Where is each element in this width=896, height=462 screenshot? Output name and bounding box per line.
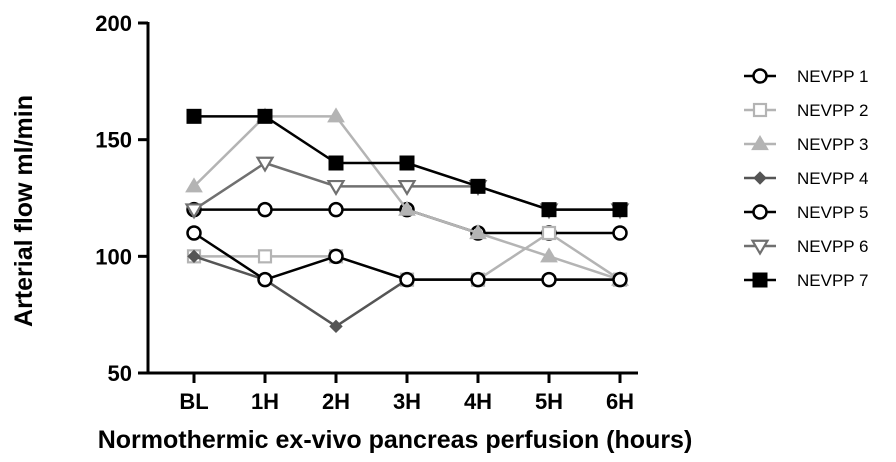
legend-label: NEVPP 7	[797, 271, 869, 290]
x-tick-label: 1H	[251, 389, 279, 414]
data-point	[329, 319, 343, 334]
legend-swatch-marker	[750, 239, 770, 256]
data-point	[541, 225, 557, 241]
data-point	[327, 107, 345, 123]
data-point	[187, 249, 201, 264]
data-point	[328, 201, 344, 218]
data-point	[257, 249, 273, 264]
data-point	[612, 202, 628, 218]
data-point	[185, 177, 203, 193]
legend-swatch-marker	[753, 171, 767, 185]
data-point	[184, 203, 204, 220]
legend-item-6: NEVPP 6	[744, 237, 869, 256]
x-tick-label: BL	[179, 389, 208, 414]
legend-label: NEVPP 4	[797, 169, 869, 188]
data-point	[326, 179, 346, 197]
data-point	[541, 202, 557, 218]
x-tick-label: 3H	[393, 389, 421, 414]
data-point	[398, 200, 416, 216]
data-point	[186, 108, 202, 124]
legend-label: NEVPP 1	[797, 67, 869, 86]
data-point	[612, 225, 628, 241]
legend-swatch-marker	[752, 102, 768, 118]
data-point	[257, 201, 273, 218]
legend-item-1: NEVPP 1	[744, 67, 869, 86]
data-point	[255, 156, 275, 173]
y-tick-label: 150	[95, 128, 132, 153]
data-point	[186, 225, 202, 241]
series-line	[193, 255, 620, 328]
series-7	[186, 108, 628, 218]
x-tick-label: 4H	[464, 389, 492, 414]
legend-swatch-marker	[752, 204, 768, 220]
axes: 50 100 150 200 BL 1H 2H 3H 4H 5H 6H	[95, 11, 638, 414]
data-point	[257, 271, 273, 288]
y-tick-label: 200	[95, 11, 132, 36]
y-axis-title: Arterial flow ml/min	[10, 95, 38, 327]
data-point	[541, 271, 557, 288]
legend-swatch-marker	[752, 272, 768, 288]
series-5	[186, 225, 628, 288]
x-tick-label: 5H	[535, 389, 563, 414]
data-point	[397, 179, 417, 197]
data-point	[470, 271, 486, 288]
data-point	[399, 155, 415, 171]
legend-swatch-marker	[751, 135, 769, 151]
data-point	[257, 108, 273, 124]
x-tick-label: 6H	[606, 389, 634, 414]
data-point	[469, 224, 487, 240]
legend-item-4: NEVPP 4	[744, 169, 869, 188]
legend-label: NEVPP 6	[797, 237, 869, 256]
series-4	[187, 249, 627, 334]
series-3	[185, 107, 629, 286]
data-point	[470, 178, 486, 194]
data-point	[328, 155, 344, 171]
y-tick-label: 50	[108, 361, 132, 386]
x-tick-label: 2H	[322, 389, 350, 414]
x-axis-title: Normothermic ex-vivo pancreas perfusion …	[98, 426, 693, 454]
legend: NEVPP 1 NEVPP 2 NEVPP 3 NEVPP 4 NEVPP 5 NEVPP…	[744, 67, 869, 290]
data-point	[328, 248, 344, 265]
data-point	[399, 271, 415, 288]
legend-swatch-marker	[752, 68, 768, 84]
legend-item-3: NEVPP 3	[744, 135, 869, 154]
data-point	[612, 271, 628, 288]
data-point	[540, 247, 558, 263]
legend-item-5: NEVPP 5	[744, 203, 869, 222]
legend-item-2: NEVPP 2	[744, 101, 869, 120]
legend-label: NEVPP 2	[797, 101, 869, 120]
y-tick-label: 100	[95, 244, 132, 269]
plot-area	[184, 107, 630, 334]
legend-item-7: NEVPP 7	[744, 271, 869, 290]
legend-label: NEVPP 5	[797, 203, 869, 222]
legend-label: NEVPP 3	[797, 135, 869, 154]
